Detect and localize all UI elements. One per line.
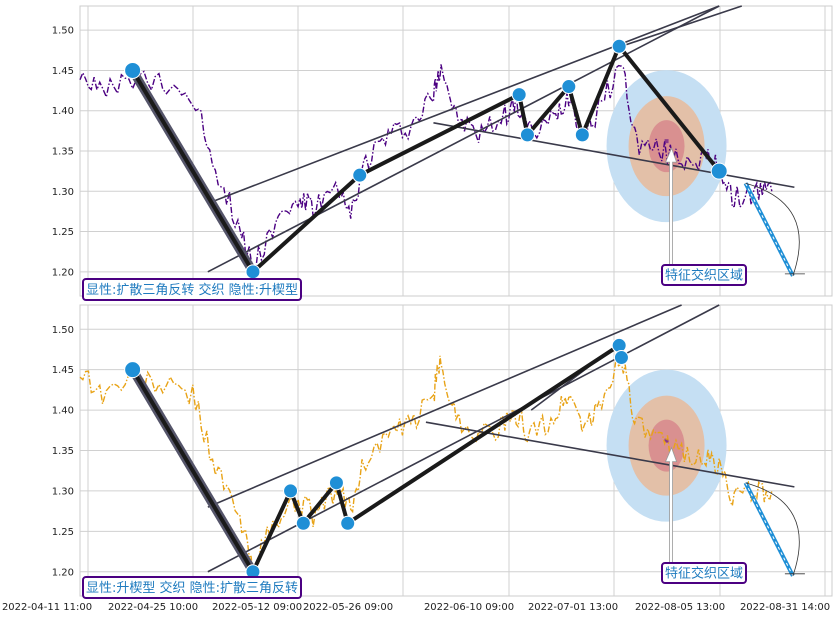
pattern-label-frame (82, 278, 302, 301)
y-tick-label: 1.40 (52, 106, 74, 117)
pattern-point (352, 167, 368, 183)
trend-line (621, 5, 743, 48)
pattern-label-box: 显性:扩散三角反转 交织 隐性:升楔型 (82, 278, 302, 301)
forecast-arc (745, 482, 800, 576)
pattern-label-frame (82, 576, 302, 599)
trend-line (207, 304, 682, 508)
y-tick-label: 1.50 (52, 26, 74, 37)
pattern-point (710, 162, 728, 180)
x-tick-label: 2022-08-05 13:00 (635, 602, 725, 613)
pattern-point (124, 361, 142, 379)
y-tick-label: 1.20 (52, 567, 74, 578)
pattern-label-text: 显性:升楔型 交织 隐性:扩散三角反转 (86, 580, 298, 596)
pattern-point (611, 337, 627, 353)
pattern-point (283, 483, 299, 499)
forecast-arrow-dash (745, 182, 794, 277)
y-tick-label: 1.30 (52, 187, 74, 198)
trend-line (207, 5, 720, 273)
price-line (79, 64, 773, 271)
y-tick-label: 1.30 (52, 486, 74, 497)
x-tick-label: 2022-08-31 14:00 (740, 602, 830, 613)
price-line (79, 355, 773, 577)
y-tick-label: 1.35 (52, 147, 74, 158)
zone-center-mark (664, 139, 669, 144)
pattern-point (328, 475, 344, 491)
pattern-label-text: 显性:扩散三角反转 交织 隐性:升楔型 (86, 282, 298, 298)
y-tick-label: 1.50 (52, 325, 74, 336)
zone-pointer (664, 147, 678, 281)
pattern-point (574, 127, 590, 143)
x-tick-label: 2022-07-01 13:00 (528, 602, 618, 613)
y-tick-label: 1.45 (52, 66, 74, 77)
pattern-point (295, 515, 311, 531)
zone-label-text: 特征交织区域 (665, 566, 743, 582)
pattern-point (340, 515, 356, 531)
zone-label-box: 特征交织区域 (661, 562, 747, 584)
trend-line (433, 122, 795, 189)
x-tick-label: 2022-04-25 10:00 (108, 602, 198, 613)
pattern-label-box: 显性:升楔型 交织 隐性:扩散三角反转 (82, 576, 302, 599)
trend-line (207, 5, 720, 205)
zone-label-text: 特征交织区域 (665, 268, 743, 284)
zone-label-frame (661, 562, 747, 584)
pattern-point (245, 264, 261, 280)
zone-label-frame (661, 264, 747, 286)
pattern-path (130, 343, 624, 574)
zone-pointer (664, 446, 678, 581)
x-tick-label: 2022-04-11 11:00 (2, 602, 92, 613)
pattern-point (611, 38, 627, 54)
forecast-arc (745, 182, 800, 276)
forecast-arrow-dash (745, 482, 794, 577)
pattern-point (561, 79, 577, 95)
y-tick-label: 1.20 (52, 267, 74, 278)
x-tick-label: 2022-05-12 09:00 (212, 602, 302, 613)
y-tick-label: 1.25 (52, 227, 74, 238)
zone-center-mark (664, 438, 669, 443)
trend-line (207, 304, 720, 573)
pattern-point (511, 87, 527, 103)
zone-label-box: 特征交织区域 (661, 264, 747, 286)
pattern-point (613, 350, 629, 366)
y-tick-label: 1.35 (52, 446, 74, 457)
x-tick-label: 2022-05-26 09:00 (303, 602, 393, 613)
x-tick-label: 2022-06-10 09:00 (424, 602, 514, 613)
pattern-point (124, 61, 142, 79)
y-tick-label: 1.40 (52, 406, 74, 417)
y-tick-label: 1.25 (52, 527, 74, 538)
bottom-panel: 1.20 1.25 1.30 1.35 1.40 1.45 1.50 特征交织区域显性:升楔型… (52, 304, 833, 599)
y-tick-label: 1.45 (52, 365, 74, 376)
pattern-point (519, 127, 535, 143)
top-panel: 1.20 1.25 1.30 1.35 1.40 1.45 1.50 特征交织区域显性:扩散三… (52, 5, 833, 301)
